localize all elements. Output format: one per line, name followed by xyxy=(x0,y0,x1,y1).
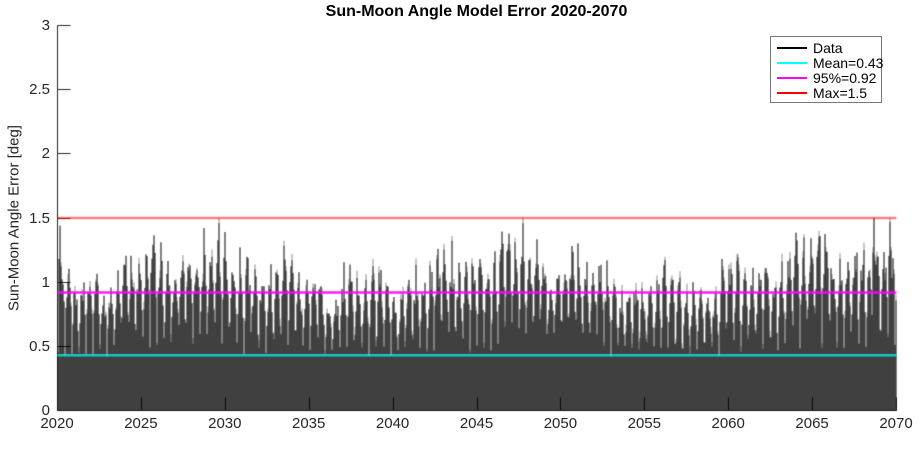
x-tick-label: 2035 xyxy=(292,415,326,432)
x-tick-label: 2070 xyxy=(879,415,913,432)
legend-label: Data xyxy=(813,39,843,56)
legend-item-mean: Mean=0.43 xyxy=(777,55,883,71)
x-tick-label: 2040 xyxy=(375,415,410,432)
legend-line-sample-data xyxy=(777,46,807,49)
legend-line-sample-max xyxy=(777,91,807,94)
legend-item-max: Max=1.5 xyxy=(777,84,877,101)
y-tick-label: 2 xyxy=(41,145,50,163)
legend-label: Mean=0.43 xyxy=(813,54,884,71)
x-tick-label: 2050 xyxy=(543,415,578,432)
legend-line-sample-95pct xyxy=(777,76,807,79)
y-tick-label: 0.5 xyxy=(29,337,50,355)
y-tick-label: 3 xyxy=(41,17,50,34)
legend-item-data: Data xyxy=(777,39,877,56)
legend-label: 95%=0.92 xyxy=(813,69,877,86)
legend: Data Mean=0.43 95%=0.92 Max=1.5 xyxy=(770,36,883,103)
x-tick-label: 2045 xyxy=(459,415,494,432)
y-tick-label: 2.5 xyxy=(29,81,50,99)
y-tick-label: 0 xyxy=(41,402,50,419)
x-tick-label: 2060 xyxy=(711,415,745,432)
chart-title: Sun-Moon Angle Model Error 2020-2070 xyxy=(325,3,628,20)
x-tick-label: 2030 xyxy=(208,415,242,432)
legend-item-95pct: 95%=0.92 xyxy=(777,69,877,86)
y-tick-label: 1 xyxy=(41,273,50,291)
x-tick-label: 2065 xyxy=(795,415,829,432)
legend-label: Max=1.5 xyxy=(813,84,868,101)
legend-line-sample-mean xyxy=(777,61,807,64)
x-tick-label: 2025 xyxy=(124,415,158,432)
x-tick-label: 2020 xyxy=(40,415,74,432)
y-tick-label: 1.5 xyxy=(29,209,50,227)
x-tick-label: 2055 xyxy=(627,415,661,432)
